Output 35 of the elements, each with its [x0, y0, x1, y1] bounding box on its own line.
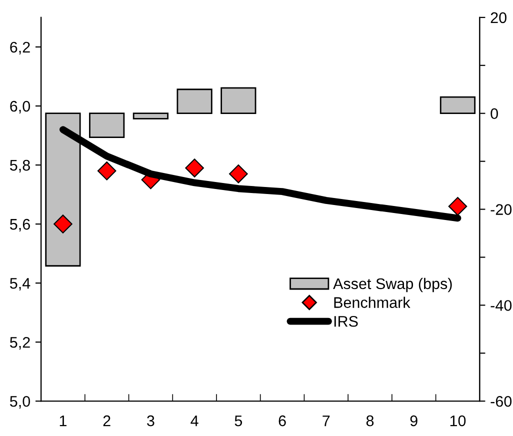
x-tick-label: 5: [234, 416, 242, 426]
y-tick-label: 6,0: [10, 100, 30, 114]
y2-tick-label: 0: [490, 108, 498, 120]
point: [97, 162, 116, 180]
point: [54, 214, 72, 234]
bar: [220, 87, 256, 114]
bar: [440, 96, 476, 114]
point: [448, 196, 468, 216]
x-tick-label: 2: [103, 415, 110, 426]
y-tick-label: 5,4: [10, 278, 30, 291]
legend-label: IRS: [334, 316, 358, 327]
x-tick-label: 10: [450, 415, 466, 426]
y2-tick-label: -20: [490, 204, 512, 215]
x-tick-label: 6: [278, 415, 286, 426]
y-tick-label: 5,2: [10, 336, 30, 350]
legend-label: Asset Swap (bps): [333, 278, 452, 292]
y-tick-label: 5,6: [10, 218, 30, 232]
legend-label: Benchmark: [334, 296, 410, 308]
point: [229, 164, 248, 184]
y2-tick-label: 20: [490, 12, 506, 24]
bar: [176, 88, 212, 114]
x-tick-label: 9: [410, 415, 418, 426]
x-tick-label: 4: [190, 416, 198, 426]
point: [185, 158, 204, 178]
x-tick-label: 1: [60, 416, 66, 426]
x-tick-label: 7: [322, 416, 330, 426]
x-tick-label: 8: [366, 415, 374, 426]
y-tick-label: 5,0: [10, 396, 30, 409]
bar: [89, 112, 125, 138]
y2-tick-label: -60: [490, 396, 512, 407]
bar: [132, 112, 168, 120]
x-tick-label: 3: [147, 415, 154, 426]
y2-tick-label: -40: [490, 300, 512, 311]
y-tick-label: 5,8: [10, 160, 30, 172]
y-tick-label: 6,2: [10, 42, 30, 54]
